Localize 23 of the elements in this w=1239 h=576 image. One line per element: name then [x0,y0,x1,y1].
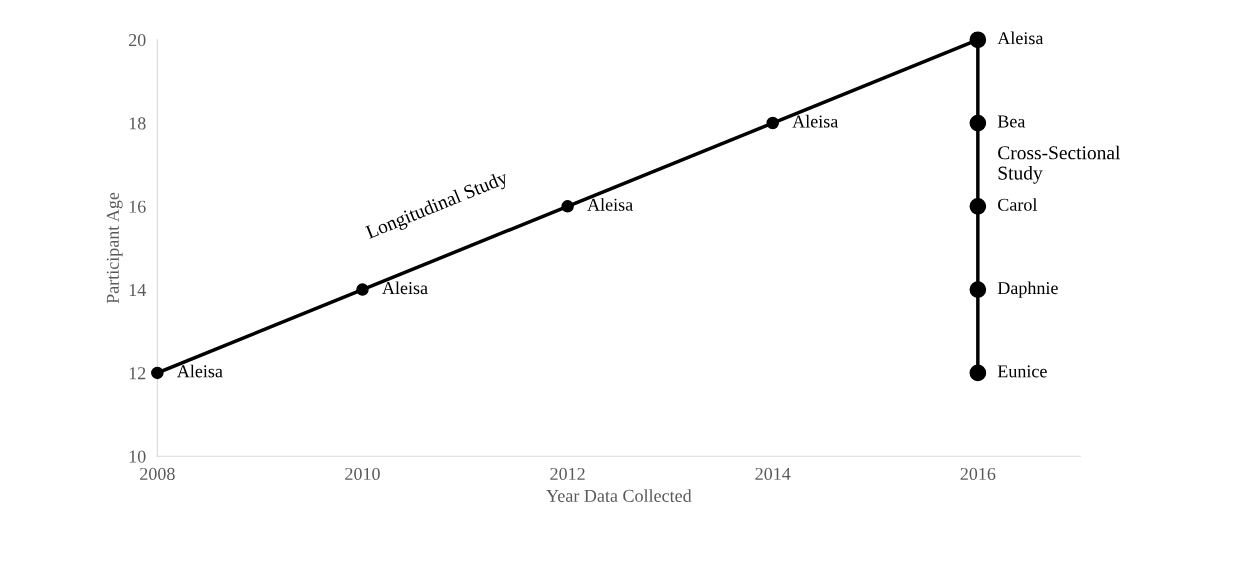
series-label: Cross-Sectional Study [998,145,1121,184]
x-tick-label: 2014 [755,467,791,481]
x-axis-title: Year Data Collected [546,489,692,502]
annotation: Aleisa [176,364,223,378]
annotation: Aleisa [997,31,1044,45]
annotation: Aleisa [587,198,633,211]
annotation: Bea [997,115,1026,128]
annotation: Aleisa [382,281,428,295]
x-tick-label: 2010 [345,467,380,481]
annotation: Daphnie [997,281,1058,298]
y-tick-label: 20 [128,34,146,47]
x-tick-label: 2012 [550,467,585,481]
annotation: Carol [998,198,1038,211]
annotation: Eunice [997,365,1047,378]
y-axis-title: Participant Age [106,192,123,304]
y-tick-label: 14 [129,283,146,296]
x-tick-label: 2008 [140,467,175,481]
y-tick-label: 18 [129,117,146,130]
y-tick-label: 10 [129,450,146,463]
y-tick-label: 16 [129,200,146,213]
y-tick-label: 12 [129,367,146,380]
annotation: Aleisa [792,114,839,128]
x-tick-label: 2016 [960,467,996,481]
